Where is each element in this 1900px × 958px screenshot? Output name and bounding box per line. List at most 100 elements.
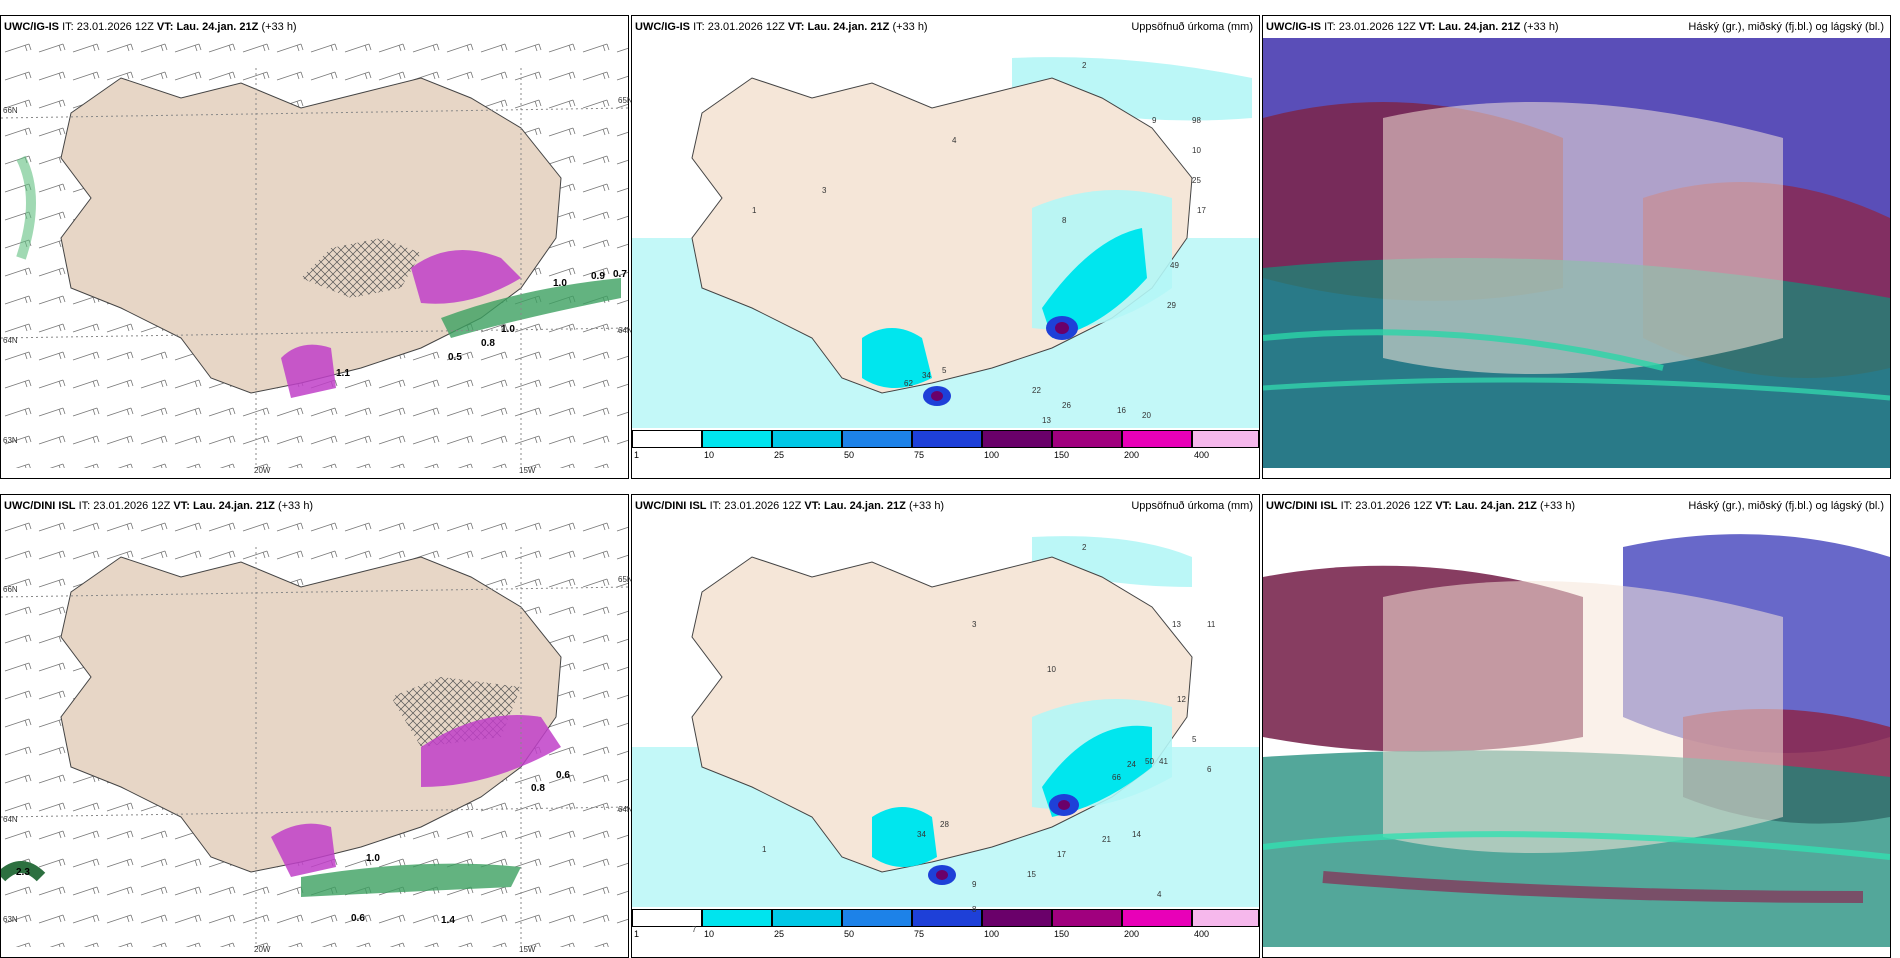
colorbar-bin xyxy=(702,430,772,448)
wind-snow-map xyxy=(1,517,628,947)
panel-title: UWC/DINI ISL IT: 23.01.2026 12Z VT: Lau.… xyxy=(1263,495,1890,517)
precip-label: 10 xyxy=(1192,146,1201,155)
snow-core-south xyxy=(281,344,336,398)
precip-label: 2 xyxy=(1082,543,1087,552)
precip-title: Uppsöfnuð úrkoma (mm) xyxy=(1131,21,1253,33)
precip-label: 49 xyxy=(1170,261,1179,270)
colorbar-bin xyxy=(1122,909,1192,927)
precip-label: 26 xyxy=(1062,401,1071,410)
precip-label: 21 xyxy=(1102,835,1111,844)
cloud-title: Háský (gr.), miðský (fj.bl.) og lágský (… xyxy=(1688,21,1884,33)
snow-label: 0.5 xyxy=(448,352,462,363)
colorbar-bin xyxy=(702,909,772,927)
precip-label: 13 xyxy=(1042,416,1051,425)
precip-label: 1 xyxy=(752,206,757,215)
snow-label: 0.8 xyxy=(531,783,545,794)
precip-label: 14 xyxy=(1132,830,1141,839)
snow-label: 1.1 xyxy=(336,368,350,379)
precip-label: 17 xyxy=(1057,850,1066,859)
valid-time: Lau. 24.jan. 21Z xyxy=(176,21,259,33)
precip-label: 41 xyxy=(1159,757,1168,766)
precip-label: 4 xyxy=(1157,890,1162,899)
snow-label: 1.4 xyxy=(441,915,455,926)
snow-label: 2.3 xyxy=(16,867,30,878)
colorbar-bin xyxy=(1192,430,1259,448)
colorbar-bin xyxy=(1122,430,1192,448)
panel-title: UWC/DINI ISL IT: 23.01.2026 12Z VT: Lau.… xyxy=(1,495,628,517)
precip-label: 11 xyxy=(1207,620,1216,629)
colorbar-bin xyxy=(1192,909,1259,927)
precip-colorbar: 1 10 25 50 75 100 150 200 400 xyxy=(632,430,1259,462)
init-time: 23.01.2026 12Z xyxy=(76,21,154,33)
colorbar-bin xyxy=(772,430,842,448)
precip-label: 24 xyxy=(1127,760,1136,769)
precip-label: 15 xyxy=(1027,870,1036,879)
colorbar-bin xyxy=(982,909,1052,927)
precip-label: 34 xyxy=(917,830,926,839)
colorbar-bin xyxy=(912,430,982,448)
colorbar-bin xyxy=(632,909,702,927)
wind-snow-panel-bottom: UWC/DINI ISL IT: 23.01.2026 12Z VT: Lau.… xyxy=(0,494,633,958)
cloud-panel-bottom: UWC/DINI ISL IT: 23.01.2026 12Z VT: Lau.… xyxy=(1262,494,1891,958)
snow-core-east xyxy=(411,250,521,304)
snow-label: 1.0 xyxy=(366,853,380,864)
precip-label: 22 xyxy=(1032,386,1041,395)
snow-label: 0.9 xyxy=(591,271,605,282)
precip-label: 50 xyxy=(1145,757,1154,766)
precip-label: 2 xyxy=(1082,61,1087,70)
precip-label: 8 xyxy=(1062,216,1067,225)
precip-label: 28 xyxy=(940,820,949,829)
precip-map xyxy=(632,536,1259,907)
precip-colorbar: 1 10 25 50 75 100 150 200 400 xyxy=(632,909,1259,941)
panel-title: UWC/IG-IS IT: 23.01.2026 12Z VT: Lau. 24… xyxy=(1263,16,1890,38)
wind-snow-map xyxy=(1,38,628,468)
snow-label: 0.7 xyxy=(613,269,627,280)
precip-label: 4 xyxy=(952,136,957,145)
snow-label: 0.8 xyxy=(481,338,495,349)
snow-label: 0.6 xyxy=(556,770,570,781)
snow-label: 1.0 xyxy=(501,324,515,335)
cloud-map xyxy=(1263,38,1890,468)
wind-snow-panel-top: UWC/IG-IS IT: 23.01.2026 12Z VT: Lau. 24… xyxy=(0,15,633,479)
precip-label: 3 xyxy=(822,186,827,195)
colorbar-bin xyxy=(842,430,912,448)
snow-band-green xyxy=(441,278,621,338)
precip-label: 12 xyxy=(1177,695,1186,704)
precip-label: 10 xyxy=(1047,665,1056,674)
precip-label: 20 xyxy=(1142,411,1151,420)
precip-label: 5 xyxy=(1192,735,1197,744)
panel-title: UWC/IG-IS IT: 23.01.2026 12Z VT: Lau. 24… xyxy=(632,16,1259,38)
colorbar-bin xyxy=(632,430,702,448)
model-name: UWC/IG-IS xyxy=(4,21,59,33)
precip-label: 13 xyxy=(1172,620,1181,629)
snow-label: 0.6 xyxy=(351,913,365,924)
colorbar-bin xyxy=(912,909,982,927)
panel-title: UWC/IG-IS IT: 23.01.2026 12Z VT: Lau. 24… xyxy=(1,16,628,38)
colorbar-bin xyxy=(1052,430,1122,448)
colorbar-bin xyxy=(982,430,1052,448)
precip-label: 6 xyxy=(1207,765,1212,774)
cloud-map xyxy=(1263,517,1890,947)
precip-label: 9 xyxy=(972,880,977,889)
precip-label: 1 xyxy=(762,845,767,854)
colorbar-bin xyxy=(1052,909,1122,927)
lead-time: (+33 h) xyxy=(261,21,297,33)
precip-label: 25 xyxy=(1192,176,1201,185)
precip-label: 7 xyxy=(692,925,697,934)
precip-label: 98 xyxy=(1192,116,1201,125)
precip-label: 9 xyxy=(1152,116,1157,125)
cloud-panel-top: UWC/IG-IS IT: 23.01.2026 12Z VT: Lau. 24… xyxy=(1262,15,1891,479)
precip-label: 34 xyxy=(922,371,931,380)
precip-label: 8 xyxy=(972,905,977,914)
snow-label: 1.0 xyxy=(553,278,567,289)
precip-label: 3 xyxy=(972,620,977,629)
precip-panel-top: UWC/IG-IS IT: 23.01.2026 12Z VT: Lau. 24… xyxy=(631,15,1260,479)
colorbar-bin xyxy=(772,909,842,927)
precip-label: 62 xyxy=(904,379,913,388)
precip-label: 66 xyxy=(1112,773,1121,782)
precip-panel-bottom: UWC/DINI ISL IT: 23.01.2026 12Z VT: Lau.… xyxy=(631,494,1260,958)
precip-label: 16 xyxy=(1117,406,1126,415)
precip-label: 5 xyxy=(942,366,947,375)
panel-title: UWC/DINI ISL IT: 23.01.2026 12Z VT: Lau.… xyxy=(632,495,1259,517)
snow-hatch xyxy=(301,238,421,298)
